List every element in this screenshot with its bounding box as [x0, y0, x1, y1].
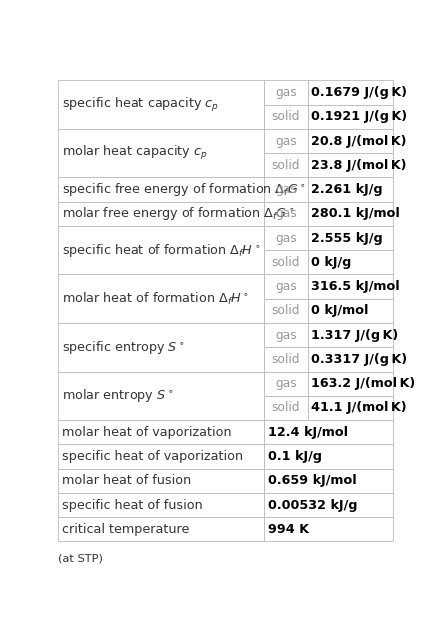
Bar [308, 202, 393, 226]
Text: molar heat of vaporization: molar heat of vaporization [62, 426, 232, 439]
Text: 0.659 kJ/mol: 0.659 kJ/mol [268, 475, 357, 487]
Bar [58, 517, 264, 541]
Bar [308, 347, 393, 371]
Text: 23.8 J/(mol K): 23.8 J/(mol K) [312, 159, 407, 172]
Text: gas: gas [275, 86, 297, 99]
Text: critical temperature: critical temperature [62, 523, 190, 536]
Bar [58, 226, 264, 275]
Text: specific heat of fusion: specific heat of fusion [62, 499, 203, 512]
Text: specific entropy $S^\circ$: specific entropy $S^\circ$ [62, 339, 185, 356]
Text: molar entropy $S^\circ$: molar entropy $S^\circ$ [62, 387, 174, 404]
Bar [308, 396, 393, 420]
Text: gas: gas [275, 280, 297, 293]
Bar [264, 104, 308, 129]
Text: gas: gas [275, 134, 297, 148]
Bar [264, 347, 308, 371]
Bar [264, 371, 308, 396]
Text: solid: solid [271, 159, 300, 172]
Bar [308, 371, 393, 396]
Bar [58, 202, 264, 226]
Text: 2.261 kJ/g: 2.261 kJ/g [312, 183, 383, 196]
Bar [264, 153, 308, 178]
Bar [58, 493, 264, 517]
Text: specific free energy of formation $\Delta_f G^\circ$: specific free energy of formation $\Delt… [62, 181, 306, 198]
Text: solid: solid [271, 353, 300, 366]
Text: gas: gas [275, 207, 297, 220]
Bar [58, 469, 264, 493]
Text: 41.1 J/(mol K): 41.1 J/(mol K) [312, 401, 407, 415]
Bar [264, 226, 308, 250]
Text: 20.8 J/(mol K): 20.8 J/(mol K) [312, 134, 407, 148]
Bar [58, 323, 264, 371]
Text: solid: solid [271, 401, 300, 415]
Text: solid: solid [271, 256, 300, 269]
Bar [264, 178, 308, 202]
Text: gas: gas [275, 183, 297, 196]
Bar [58, 129, 264, 178]
Text: 0 kJ/mol: 0 kJ/mol [312, 304, 369, 317]
Bar [264, 517, 393, 541]
Bar [308, 129, 393, 153]
Bar [264, 396, 308, 420]
Bar [308, 104, 393, 129]
Bar [308, 226, 393, 250]
Text: 12.4 kJ/mol: 12.4 kJ/mol [268, 426, 348, 439]
Bar [264, 275, 308, 299]
Text: 163.2 J/(mol K): 163.2 J/(mol K) [312, 377, 416, 390]
Bar [308, 299, 393, 323]
Bar [264, 445, 393, 469]
Text: (at STP): (at STP) [58, 553, 103, 563]
Text: 0 kJ/g: 0 kJ/g [312, 256, 352, 269]
Text: gas: gas [275, 377, 297, 390]
Text: molar heat capacity $c_p$: molar heat capacity $c_p$ [62, 144, 208, 162]
Text: molar free energy of formation $\Delta_f G^\circ$: molar free energy of formation $\Delta_f… [62, 205, 295, 222]
Bar [58, 371, 264, 420]
Bar [308, 153, 393, 178]
Bar [264, 469, 393, 493]
Text: molar heat of formation $\Delta_f H^\circ$: molar heat of formation $\Delta_f H^\cir… [62, 290, 249, 307]
Bar [308, 275, 393, 299]
Text: specific heat of formation $\Delta_f H^\circ$: specific heat of formation $\Delta_f H^\… [62, 241, 260, 259]
Text: gas: gas [275, 329, 297, 341]
Bar [264, 80, 308, 104]
Bar [58, 445, 264, 469]
Text: 316.5 kJ/mol: 316.5 kJ/mol [312, 280, 400, 293]
Bar [264, 323, 308, 347]
Bar [264, 493, 393, 517]
Text: solid: solid [271, 304, 300, 317]
Text: specific heat of vaporization: specific heat of vaporization [62, 450, 243, 463]
Text: specific heat capacity $c_p$: specific heat capacity $c_p$ [62, 96, 220, 113]
Bar [58, 275, 264, 323]
Text: 0.3317 J/(g K): 0.3317 J/(g K) [312, 353, 407, 366]
Bar [308, 323, 393, 347]
Text: gas: gas [275, 232, 297, 245]
Text: solid: solid [271, 110, 300, 124]
Text: molar heat of fusion: molar heat of fusion [62, 475, 191, 487]
Text: 0.00532 kJ/g: 0.00532 kJ/g [268, 499, 358, 512]
Text: 0.1921 J/(g K): 0.1921 J/(g K) [312, 110, 407, 124]
Text: 2.555 kJ/g: 2.555 kJ/g [312, 232, 383, 245]
Text: 0.1 kJ/g: 0.1 kJ/g [268, 450, 322, 463]
Bar [264, 250, 308, 275]
Bar [308, 178, 393, 202]
Bar [264, 420, 393, 445]
Text: 1.317 J/(g K): 1.317 J/(g K) [312, 329, 399, 341]
Bar [264, 299, 308, 323]
Text: 994 K: 994 K [268, 523, 309, 536]
Bar [58, 420, 264, 445]
Text: 0.1679 J/(g K): 0.1679 J/(g K) [312, 86, 407, 99]
Bar [264, 202, 308, 226]
Text: 280.1 kJ/mol: 280.1 kJ/mol [312, 207, 400, 220]
Bar [58, 80, 264, 129]
Bar [308, 80, 393, 104]
Bar [58, 178, 264, 202]
Bar [308, 250, 393, 275]
Bar [264, 129, 308, 153]
